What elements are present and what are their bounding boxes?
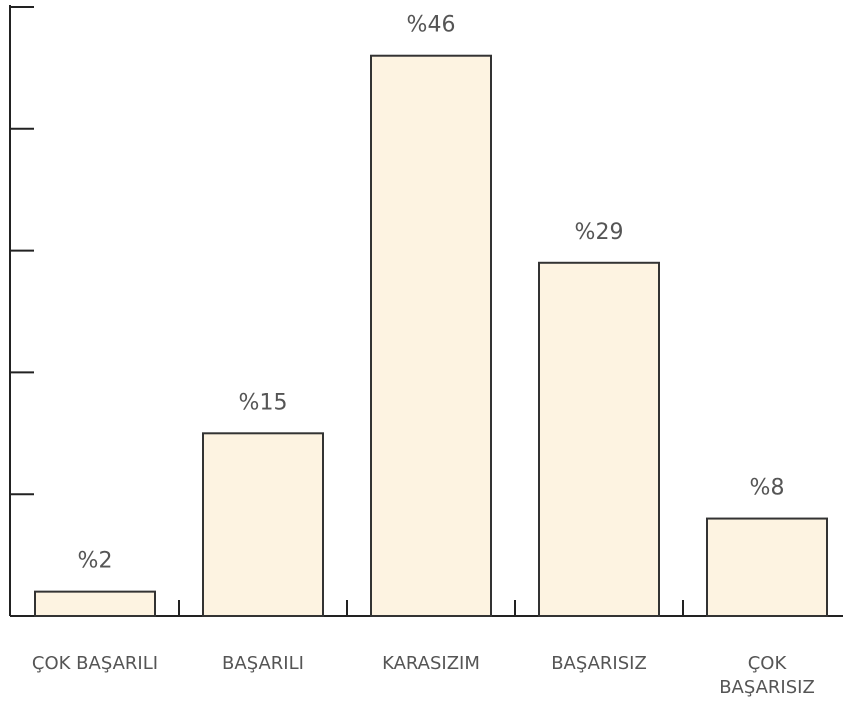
- value-label: %15: [239, 390, 288, 415]
- value-label: %2: [78, 549, 113, 574]
- x-tick-label: BAŞARISIZ: [551, 653, 647, 674]
- value-label: %8: [750, 476, 785, 501]
- bar: [706, 517, 828, 617]
- value-label: %29: [575, 220, 624, 245]
- bar: [202, 432, 324, 617]
- bar: [370, 54, 492, 618]
- bar: [34, 590, 156, 618]
- x-tick-label: ÇOK BAŞARILI: [31, 653, 159, 674]
- x-tick-label: KARASIZIM: [382, 653, 480, 674]
- bar: [538, 261, 660, 617]
- value-label: %46: [407, 13, 456, 38]
- x-tick-label: BAŞARILI: [222, 653, 304, 674]
- x-tick-label: ÇOK BAŞARISIZ: [719, 653, 815, 698]
